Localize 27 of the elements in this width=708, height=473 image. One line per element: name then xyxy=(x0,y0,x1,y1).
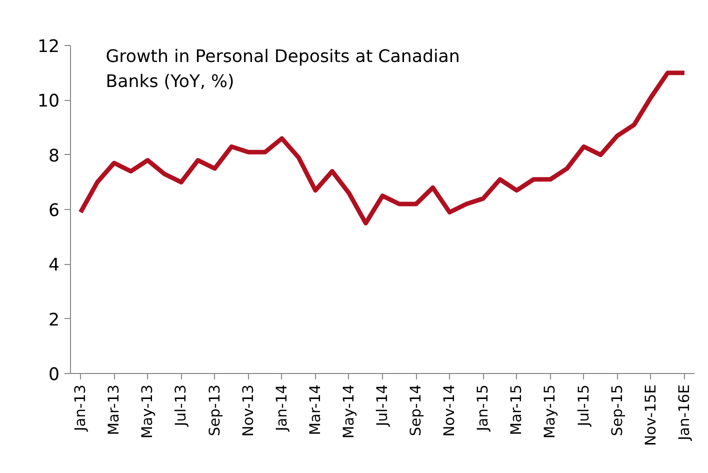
x-tick-label: Jul-14 xyxy=(374,384,391,428)
x-tick-label: Mar-15 xyxy=(508,384,526,436)
x-tick-label: Nov-13 xyxy=(240,384,257,437)
x-tick-label: Jul-15 xyxy=(575,384,592,428)
x-tick-label: Mar-14 xyxy=(306,384,324,436)
x-tick-label: Nov-14 xyxy=(441,384,458,437)
x-tick-label: Jan-15 xyxy=(474,384,492,432)
y-tick-label: 0 xyxy=(48,365,60,385)
x-tick-label: May-15 xyxy=(542,384,559,438)
x-tick-label: Nov-15E xyxy=(642,384,660,446)
y-tick-label: 12 xyxy=(37,37,60,57)
x-tick-label: Jan-13 xyxy=(72,384,90,432)
x-tick-label: Mar-13 xyxy=(106,384,123,436)
y-tick-label: 4 xyxy=(48,256,60,276)
x-tick-label: May-14 xyxy=(340,384,358,438)
x-tick-label: Sep-13 xyxy=(206,384,224,436)
x-tick-label: Jul-13 xyxy=(172,384,190,428)
x-tick-label: Sep-15 xyxy=(608,384,626,436)
x-tick-label: Sep-14 xyxy=(408,384,425,436)
y-tick-label: 6 xyxy=(48,201,60,221)
x-tick-label: Jan-14 xyxy=(273,384,290,432)
x-tick-label: May-13 xyxy=(139,384,156,438)
y-tick-label: 10 xyxy=(37,92,60,112)
text: Growth in Personal Deposits at Canadian Banks (YoY, %) xyxy=(106,46,460,92)
y-tick-label: 8 xyxy=(48,146,60,166)
y-tick-label: 2 xyxy=(48,310,60,330)
x-tick-label: Jan-16E xyxy=(676,384,693,442)
